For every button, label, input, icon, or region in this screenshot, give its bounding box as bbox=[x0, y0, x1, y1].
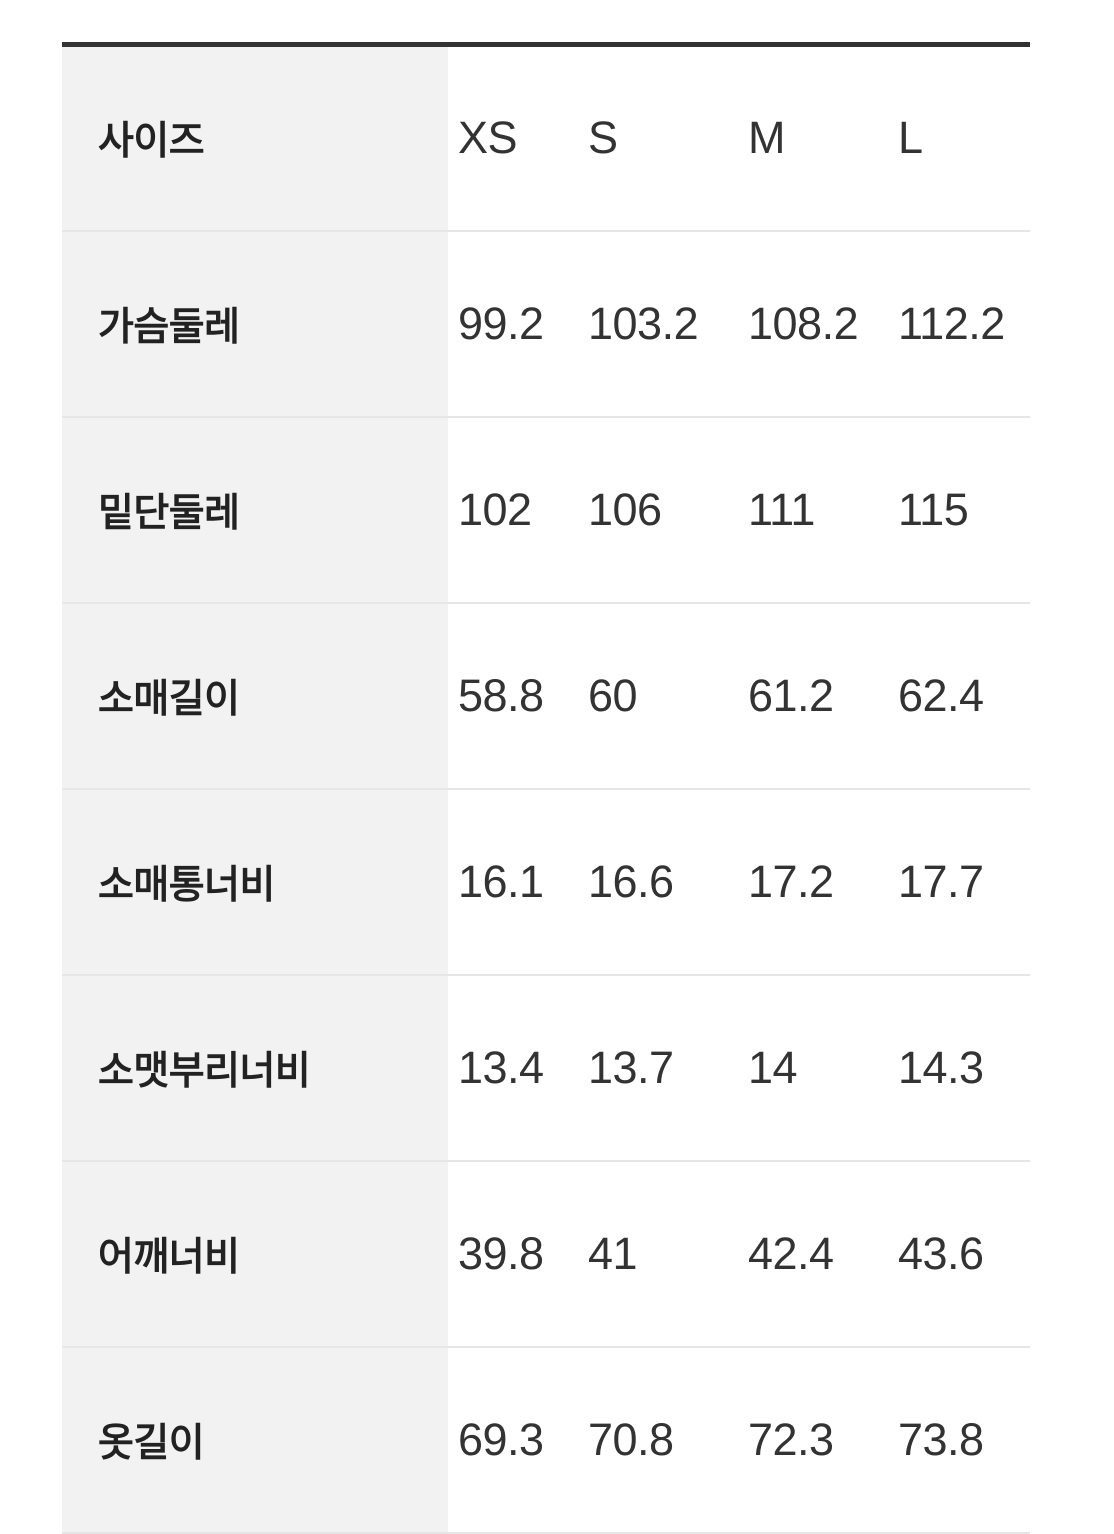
row-value-m: 61.2 bbox=[738, 602, 888, 790]
row-value-m: 14 bbox=[738, 974, 888, 1162]
row-value-s: 16.6 bbox=[578, 788, 738, 976]
table-row: 가슴둘레 99.2 103.2 108.2 112.2 bbox=[62, 230, 1030, 418]
table-row: 밑단둘레 102 106 111 115 bbox=[62, 416, 1030, 604]
row-value-l: 112.2 bbox=[888, 230, 1030, 418]
header-size-xs: XS bbox=[448, 44, 578, 232]
row-value-s: 60 bbox=[578, 602, 738, 790]
row-label: 소매통너비 bbox=[62, 788, 448, 976]
size-chart-container: 사이즈 XS S M L 가슴둘레 99.2 103.2 108.2 112.2… bbox=[62, 42, 1030, 1534]
table-row: 어깨너비 39.8 41 42.4 43.6 bbox=[62, 1160, 1030, 1348]
row-label: 가슴둘레 bbox=[62, 230, 448, 418]
header-size-l: L bbox=[888, 44, 1030, 232]
table-row: 옷길이 69.3 70.8 72.3 73.8 bbox=[62, 1346, 1030, 1534]
row-value-s: 106 bbox=[578, 416, 738, 604]
row-value-l: 17.7 bbox=[888, 788, 1030, 976]
row-label: 옷길이 bbox=[62, 1346, 448, 1534]
row-value-l: 43.6 bbox=[888, 1160, 1030, 1348]
header-size-m: M bbox=[738, 44, 888, 232]
size-chart-body: 사이즈 XS S M L 가슴둘레 99.2 103.2 108.2 112.2… bbox=[62, 44, 1030, 1534]
row-value-m: 72.3 bbox=[738, 1346, 888, 1534]
row-value-s: 13.7 bbox=[578, 974, 738, 1162]
header-label-cell: 사이즈 bbox=[62, 44, 448, 232]
row-value-xs: 16.1 bbox=[448, 788, 578, 976]
table-row: 소맷부리너비 13.4 13.7 14 14.3 bbox=[62, 974, 1030, 1162]
row-value-xs: 39.8 bbox=[448, 1160, 578, 1348]
row-value-m: 42.4 bbox=[738, 1160, 888, 1348]
header-size-s: S bbox=[578, 44, 738, 232]
table-row: 소매통너비 16.1 16.6 17.2 17.7 bbox=[62, 788, 1030, 976]
row-value-m: 111 bbox=[738, 416, 888, 604]
row-value-xs: 102 bbox=[448, 416, 578, 604]
row-value-xs: 58.8 bbox=[448, 602, 578, 790]
row-value-l: 73.8 bbox=[888, 1346, 1030, 1534]
table-row: 소매길이 58.8 60 61.2 62.4 bbox=[62, 602, 1030, 790]
row-value-m: 17.2 bbox=[738, 788, 888, 976]
row-value-s: 70.8 bbox=[578, 1346, 738, 1534]
row-label: 소매길이 bbox=[62, 602, 448, 790]
row-value-l: 115 bbox=[888, 416, 1030, 604]
row-value-xs: 13.4 bbox=[448, 974, 578, 1162]
row-value-l: 62.4 bbox=[888, 602, 1030, 790]
row-value-s: 103.2 bbox=[578, 230, 738, 418]
size-chart-table: 사이즈 XS S M L 가슴둘레 99.2 103.2 108.2 112.2… bbox=[62, 42, 1030, 1534]
row-label: 소맷부리너비 bbox=[62, 974, 448, 1162]
row-value-l: 14.3 bbox=[888, 974, 1030, 1162]
row-value-xs: 69.3 bbox=[448, 1346, 578, 1534]
row-label: 밑단둘레 bbox=[62, 416, 448, 604]
row-value-xs: 99.2 bbox=[448, 230, 578, 418]
row-label: 어깨너비 bbox=[62, 1160, 448, 1348]
row-value-m: 108.2 bbox=[738, 230, 888, 418]
table-header-row: 사이즈 XS S M L bbox=[62, 44, 1030, 232]
row-value-s: 41 bbox=[578, 1160, 738, 1348]
